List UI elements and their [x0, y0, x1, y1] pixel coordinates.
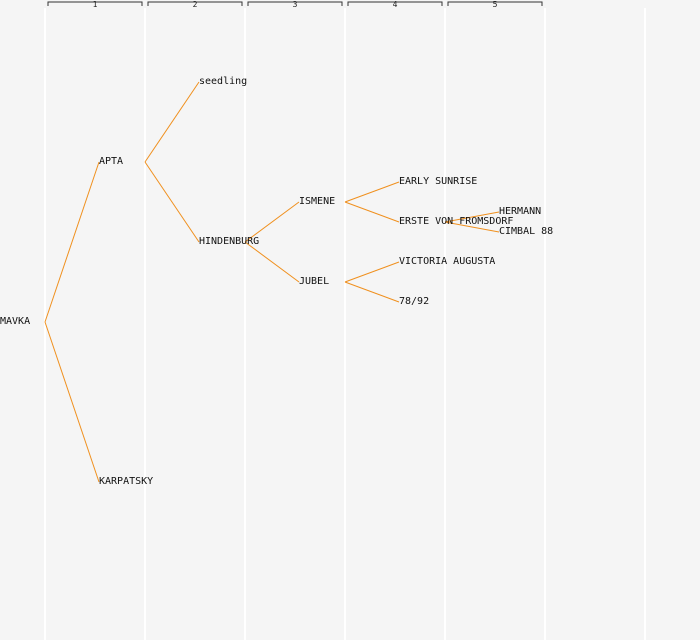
node-label: ERSTE VON FROMSDORF	[399, 216, 514, 227]
generation-bracket	[147, 1, 243, 6]
pedigree-link	[144, 81, 200, 163]
generation-number: 5	[492, 0, 498, 9]
pedigree-link	[244, 201, 300, 243]
generation-number: 3	[292, 0, 298, 9]
pedigree-link	[344, 281, 400, 303]
node-label: 78/92	[399, 296, 430, 307]
pedigree-link	[144, 161, 200, 243]
pedigree-link	[44, 161, 100, 323]
pedigree-link	[444, 211, 500, 223]
pedigree-link	[444, 221, 500, 233]
node-label: APTA	[99, 156, 124, 167]
generation-bracket	[47, 1, 143, 6]
node-label: VICTORIA AUGUSTA	[399, 256, 496, 267]
pedigree-link	[344, 201, 400, 223]
generation-number: 2	[192, 0, 198, 9]
node-label: JUBEL	[299, 276, 330, 287]
pedigree-link	[44, 321, 100, 483]
pedigree-link	[244, 241, 300, 283]
generation-bracket	[447, 1, 543, 6]
generation-number: 1	[92, 0, 98, 9]
node-label: CIMBAL 88	[499, 226, 554, 237]
node-label: HERMANN	[499, 206, 542, 217]
node-label: MAVKA	[0, 316, 31, 327]
node-label: KARPATSKY	[99, 476, 154, 487]
generation-bracket	[247, 1, 343, 6]
node-label: HINDENBURG	[199, 236, 260, 247]
node-label: EARLY SUNRISE	[399, 176, 478, 187]
generation-number: 4	[392, 0, 398, 9]
generation-bracket	[347, 1, 443, 6]
pedigree-link	[344, 261, 400, 283]
pedigree-link	[344, 181, 400, 203]
node-label: seedling	[199, 76, 248, 87]
node-label: ISMENE	[299, 196, 336, 207]
